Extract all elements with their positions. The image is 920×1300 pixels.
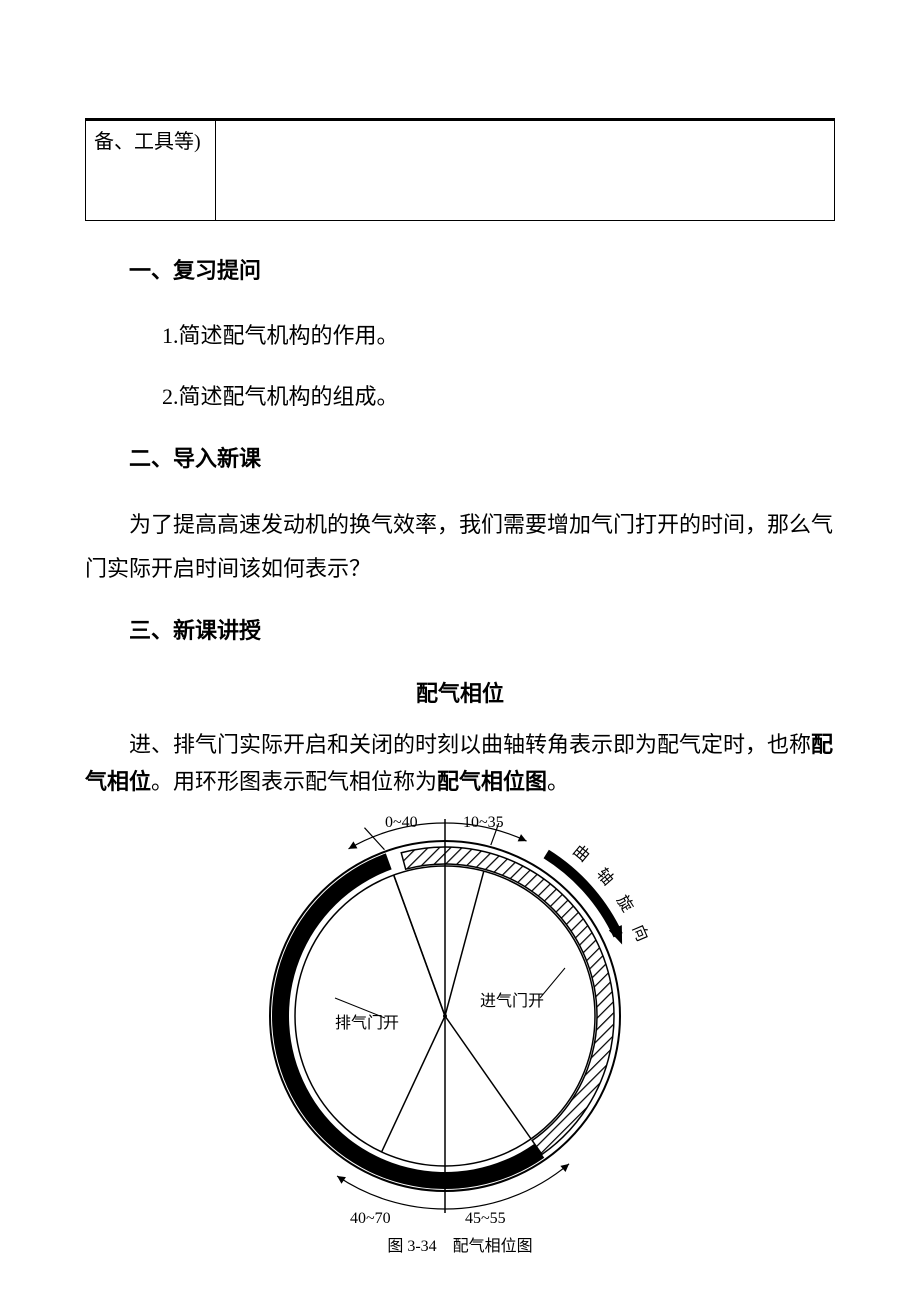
section3-title: 三、新课讲授 xyxy=(85,611,835,651)
table-left-cell: 备、工具等) xyxy=(86,121,216,221)
def-text2: 。用环形图表示配气相位称为 xyxy=(151,769,437,794)
svg-text:排气门开: 排气门开 xyxy=(335,1014,399,1032)
def-text1: 进、排气门实际开启和关闭的时刻以曲轴转角表示即为配气定时，也称 xyxy=(129,732,811,757)
diagram-svg: 0~40 10~35 40~70 45~55 曲轴旋向进气门开排气门开 xyxy=(220,806,700,1226)
section2-paragraph: 为了提高高速发动机的换气效率，我们需要增加气门打开的时间，那么气门实际开启时间该… xyxy=(85,503,835,591)
section1-item2: 2.简述配气机构的组成。 xyxy=(85,377,835,417)
svg-text:45~55: 45~55 xyxy=(465,1210,506,1226)
valve-timing-diagram: 0~40 10~35 40~70 45~55 曲轴旋向进气门开排气门开 图 3-34 配… xyxy=(85,806,835,1256)
svg-text:0~40: 0~40 xyxy=(385,814,418,831)
section2-title: 二、导入新课 xyxy=(85,439,835,479)
header-table: 备、工具等) xyxy=(85,120,835,221)
section3-definition: 进、排气门实际开启和关闭的时刻以曲轴转角表示即为配气定时，也称配气相位。用环形图… xyxy=(85,726,835,801)
section1-title: 一、复习提问 xyxy=(85,251,835,291)
document-body: 一、复习提问 1.简述配气机构的作用。 2.简述配气机构的组成。 二、导入新课 … xyxy=(85,251,835,1256)
table-right-cell xyxy=(215,121,834,221)
svg-text:曲: 曲 xyxy=(569,841,593,865)
diagram-caption: 图 3-34 配气相位图 xyxy=(85,1232,835,1256)
svg-text:轴: 轴 xyxy=(593,865,617,889)
svg-text:旋: 旋 xyxy=(613,892,637,915)
svg-text:向: 向 xyxy=(629,922,652,944)
svg-text:进气门开: 进气门开 xyxy=(480,992,544,1010)
svg-text:40~70: 40~70 xyxy=(350,1210,391,1226)
section1-item1: 1.简述配气机构的作用。 xyxy=(85,316,835,356)
def-bold2: 配气相位图 xyxy=(437,769,547,794)
section3-subtitle: 配气相位 xyxy=(85,676,835,708)
svg-text:10~35: 10~35 xyxy=(463,814,504,831)
header-divider xyxy=(85,110,835,120)
def-text3: 。 xyxy=(547,769,569,794)
